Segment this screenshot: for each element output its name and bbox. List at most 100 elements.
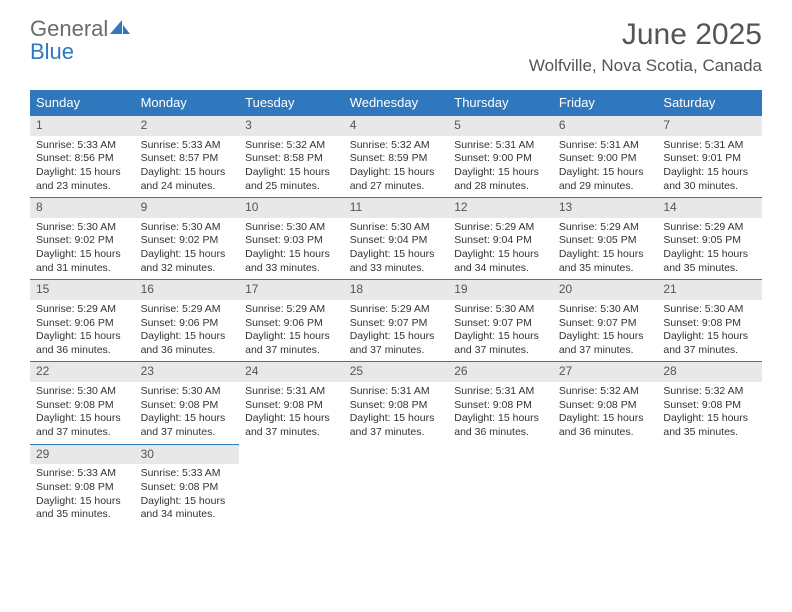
- location-text: Wolfville, Nova Scotia, Canada: [529, 56, 762, 76]
- day-day1: Daylight: 15 hours: [36, 412, 129, 426]
- day-content: Sunrise: 5:30 AMSunset: 9:03 PMDaylight:…: [239, 218, 344, 280]
- day-sunset: Sunset: 9:08 PM: [663, 399, 756, 413]
- day-day2: and 35 minutes.: [36, 508, 129, 522]
- month-title: June 2025: [529, 18, 762, 52]
- calendar-day-cell: 27Sunrise: 5:32 AMSunset: 9:08 PMDayligh…: [553, 362, 658, 444]
- day-content: Sunrise: 5:31 AMSunset: 9:00 PMDaylight:…: [448, 136, 553, 198]
- day-number: 7: [657, 116, 762, 136]
- day-day1: Daylight: 15 hours: [141, 412, 234, 426]
- day-day2: and 37 minutes.: [141, 426, 234, 440]
- day-day2: and 37 minutes.: [245, 426, 338, 440]
- day-day1: Daylight: 15 hours: [36, 330, 129, 344]
- day-content: Sunrise: 5:31 AMSunset: 9:01 PMDaylight:…: [657, 136, 762, 198]
- day-number: 2: [135, 116, 240, 136]
- day-content: Sunrise: 5:30 AMSunset: 9:08 PMDaylight:…: [135, 382, 240, 444]
- day-sunset: Sunset: 9:00 PM: [454, 152, 547, 166]
- day-sunrise: Sunrise: 5:33 AM: [141, 467, 234, 481]
- day-sunrise: Sunrise: 5:31 AM: [454, 385, 547, 399]
- day-day1: Daylight: 15 hours: [454, 248, 547, 262]
- day-content: Sunrise: 5:30 AMSunset: 9:08 PMDaylight:…: [657, 300, 762, 362]
- calendar-day-cell: 5Sunrise: 5:31 AMSunset: 9:00 PMDaylight…: [448, 116, 553, 198]
- day-day1: Daylight: 15 hours: [559, 248, 652, 262]
- logo-text-wrap: General Blue: [30, 18, 132, 64]
- calendar-day-cell: 1Sunrise: 5:33 AMSunset: 8:56 PMDaylight…: [30, 116, 135, 198]
- day-sunrise: Sunrise: 5:31 AM: [663, 139, 756, 153]
- day-content: Sunrise: 5:30 AMSunset: 9:07 PMDaylight:…: [553, 300, 658, 362]
- day-day2: and 36 minutes.: [141, 344, 234, 358]
- day-sunrise: Sunrise: 5:31 AM: [454, 139, 547, 153]
- day-sunrise: Sunrise: 5:30 AM: [350, 221, 443, 235]
- day-content: Sunrise: 5:30 AMSunset: 9:08 PMDaylight:…: [30, 382, 135, 444]
- day-day2: and 36 minutes.: [454, 426, 547, 440]
- calendar-day-cell: 16Sunrise: 5:29 AMSunset: 9:06 PMDayligh…: [135, 280, 240, 362]
- day-day1: Daylight: 15 hours: [454, 412, 547, 426]
- day-number: 11: [344, 198, 449, 218]
- day-day2: and 33 minutes.: [350, 262, 443, 276]
- calendar-day-cell: [553, 444, 658, 534]
- day-sunset: Sunset: 9:06 PM: [245, 317, 338, 331]
- day-sunrise: Sunrise: 5:32 AM: [245, 139, 338, 153]
- day-sunset: Sunset: 9:03 PM: [245, 234, 338, 248]
- day-number: 8: [30, 198, 135, 218]
- calendar-day-cell: 28Sunrise: 5:32 AMSunset: 9:08 PMDayligh…: [657, 362, 762, 444]
- calendar-day-cell: 3Sunrise: 5:32 AMSunset: 8:58 PMDaylight…: [239, 116, 344, 198]
- day-content: Sunrise: 5:33 AMSunset: 9:08 PMDaylight:…: [30, 464, 135, 526]
- day-sunset: Sunset: 9:02 PM: [141, 234, 234, 248]
- day-day2: and 29 minutes.: [559, 180, 652, 194]
- calendar-week-row: 15Sunrise: 5:29 AMSunset: 9:06 PMDayligh…: [30, 280, 762, 362]
- day-day1: Daylight: 15 hours: [559, 166, 652, 180]
- title-block: June 2025 Wolfville, Nova Scotia, Canada: [529, 18, 762, 76]
- day-sunset: Sunset: 9:08 PM: [559, 399, 652, 413]
- calendar-day-cell: 29Sunrise: 5:33 AMSunset: 9:08 PMDayligh…: [30, 444, 135, 534]
- header: General Blue June 2025 Wolfville, Nova S…: [0, 0, 792, 82]
- day-sunset: Sunset: 9:07 PM: [559, 317, 652, 331]
- day-sunrise: Sunrise: 5:29 AM: [454, 221, 547, 235]
- calendar-day-cell: 10Sunrise: 5:30 AMSunset: 9:03 PMDayligh…: [239, 198, 344, 280]
- day-sunrise: Sunrise: 5:30 AM: [245, 221, 338, 235]
- day-day1: Daylight: 15 hours: [245, 248, 338, 262]
- day-sunset: Sunset: 8:57 PM: [141, 152, 234, 166]
- day-day1: Daylight: 15 hours: [36, 495, 129, 509]
- calendar-week-row: 22Sunrise: 5:30 AMSunset: 9:08 PMDayligh…: [30, 362, 762, 444]
- day-day1: Daylight: 15 hours: [559, 330, 652, 344]
- day-day2: and 32 minutes.: [141, 262, 234, 276]
- day-number: 13: [553, 198, 658, 218]
- day-sunrise: Sunrise: 5:30 AM: [141, 221, 234, 235]
- calendar-day-cell: 4Sunrise: 5:32 AMSunset: 8:59 PMDaylight…: [344, 116, 449, 198]
- day-day1: Daylight: 15 hours: [245, 412, 338, 426]
- day-number: 26: [448, 362, 553, 382]
- calendar-week-row: 1Sunrise: 5:33 AMSunset: 8:56 PMDaylight…: [30, 116, 762, 198]
- day-content: Sunrise: 5:33 AMSunset: 8:56 PMDaylight:…: [30, 136, 135, 198]
- day-content: Sunrise: 5:29 AMSunset: 9:06 PMDaylight:…: [135, 300, 240, 362]
- calendar-day-cell: 12Sunrise: 5:29 AMSunset: 9:04 PMDayligh…: [448, 198, 553, 280]
- day-day1: Daylight: 15 hours: [141, 166, 234, 180]
- day-sunrise: Sunrise: 5:32 AM: [350, 139, 443, 153]
- day-number: 4: [344, 116, 449, 136]
- day-sunset: Sunset: 9:04 PM: [454, 234, 547, 248]
- day-content: Sunrise: 5:30 AMSunset: 9:02 PMDaylight:…: [30, 218, 135, 280]
- day-number: 10: [239, 198, 344, 218]
- day-day2: and 24 minutes.: [141, 180, 234, 194]
- day-day2: and 35 minutes.: [559, 262, 652, 276]
- calendar-week-row: 8Sunrise: 5:30 AMSunset: 9:02 PMDaylight…: [30, 198, 762, 280]
- day-content: Sunrise: 5:33 AMSunset: 8:57 PMDaylight:…: [135, 136, 240, 198]
- weekday-header: Tuesday: [239, 90, 344, 116]
- day-day1: Daylight: 15 hours: [36, 248, 129, 262]
- day-sunset: Sunset: 9:08 PM: [36, 481, 129, 495]
- day-content: Sunrise: 5:31 AMSunset: 9:08 PMDaylight:…: [448, 382, 553, 444]
- day-sunset: Sunset: 9:08 PM: [36, 399, 129, 413]
- day-day1: Daylight: 15 hours: [141, 330, 234, 344]
- day-number: 3: [239, 116, 344, 136]
- logo-sail-icon: [108, 18, 132, 36]
- day-content: Sunrise: 5:29 AMSunset: 9:04 PMDaylight:…: [448, 218, 553, 280]
- day-day1: Daylight: 15 hours: [663, 166, 756, 180]
- day-day1: Daylight: 15 hours: [36, 166, 129, 180]
- day-number: 14: [657, 198, 762, 218]
- weekday-header: Thursday: [448, 90, 553, 116]
- day-day2: and 37 minutes.: [663, 344, 756, 358]
- day-content: Sunrise: 5:32 AMSunset: 9:08 PMDaylight:…: [553, 382, 658, 444]
- day-sunrise: Sunrise: 5:33 AM: [36, 139, 129, 153]
- day-number: 28: [657, 362, 762, 382]
- calendar-day-cell: 22Sunrise: 5:30 AMSunset: 9:08 PMDayligh…: [30, 362, 135, 444]
- day-number: 6: [553, 116, 658, 136]
